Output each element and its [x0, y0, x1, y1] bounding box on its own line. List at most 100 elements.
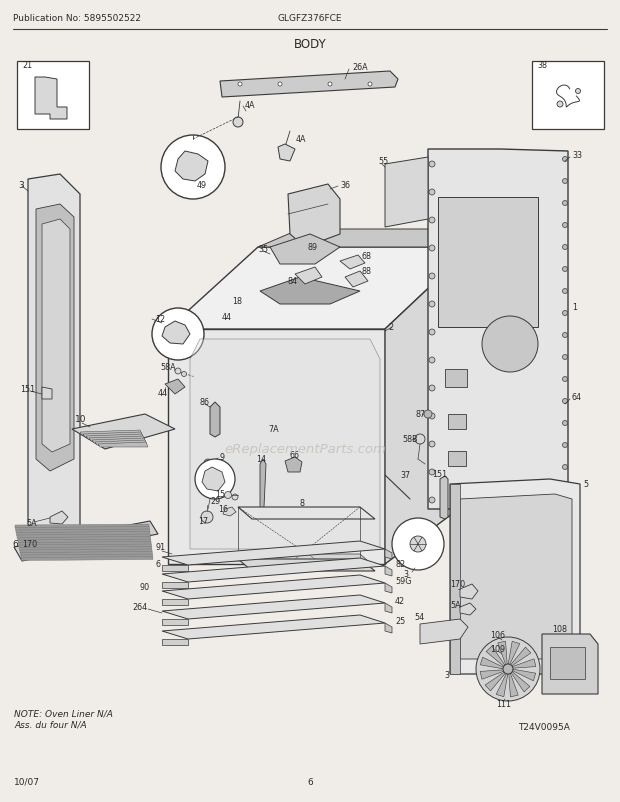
Polygon shape	[385, 248, 472, 565]
Text: Publication No: 5895502522: Publication No: 5895502522	[13, 14, 141, 23]
Text: 1: 1	[572, 303, 577, 312]
Circle shape	[429, 245, 435, 252]
Text: 44: 44	[158, 389, 168, 398]
Polygon shape	[512, 669, 536, 681]
Bar	[448, 452, 466, 467]
Circle shape	[562, 333, 567, 338]
Text: 35: 35	[258, 245, 268, 254]
Circle shape	[562, 421, 567, 426]
Polygon shape	[258, 229, 472, 248]
Polygon shape	[260, 277, 360, 305]
Polygon shape	[480, 658, 504, 669]
Polygon shape	[450, 484, 460, 674]
Polygon shape	[22, 557, 153, 561]
Text: 64: 64	[572, 393, 582, 402]
Polygon shape	[223, 508, 236, 516]
Text: 12: 12	[155, 315, 165, 324]
Text: 86: 86	[200, 398, 210, 407]
Polygon shape	[485, 672, 506, 691]
Text: 29: 29	[210, 497, 220, 506]
Text: 6: 6	[307, 777, 313, 786]
Circle shape	[429, 190, 435, 196]
Polygon shape	[385, 549, 392, 559]
Polygon shape	[28, 175, 80, 545]
Text: 4A: 4A	[296, 136, 306, 144]
Polygon shape	[238, 559, 375, 571]
Polygon shape	[220, 72, 398, 98]
Text: 111: 111	[496, 699, 511, 709]
Text: 44: 44	[222, 313, 232, 322]
Polygon shape	[260, 460, 266, 509]
Text: 10: 10	[75, 415, 87, 424]
Polygon shape	[16, 527, 149, 531]
Polygon shape	[480, 670, 505, 679]
Text: 108: 108	[552, 625, 567, 634]
Polygon shape	[162, 599, 188, 606]
Polygon shape	[428, 150, 568, 509]
Polygon shape	[168, 330, 385, 565]
Circle shape	[562, 465, 567, 470]
Circle shape	[429, 441, 435, 448]
Circle shape	[562, 487, 567, 492]
Polygon shape	[496, 673, 508, 697]
Text: 17: 17	[198, 516, 208, 526]
Polygon shape	[162, 558, 385, 582]
Text: 151: 151	[20, 385, 35, 394]
Text: 170: 170	[22, 540, 37, 549]
Polygon shape	[498, 642, 507, 666]
Circle shape	[182, 372, 187, 377]
Circle shape	[575, 89, 580, 95]
Polygon shape	[285, 457, 302, 472]
Text: 5: 5	[583, 480, 588, 489]
Bar	[532, 62, 604, 130]
Polygon shape	[340, 256, 365, 269]
Text: 3: 3	[403, 569, 408, 579]
Polygon shape	[288, 184, 340, 248]
Text: 84: 84	[288, 277, 298, 286]
Circle shape	[562, 290, 567, 294]
Polygon shape	[295, 268, 322, 285]
Polygon shape	[162, 639, 188, 645]
Polygon shape	[83, 432, 143, 437]
Polygon shape	[19, 542, 151, 546]
Circle shape	[429, 162, 435, 168]
Circle shape	[368, 83, 372, 87]
Bar	[448, 415, 466, 429]
Polygon shape	[20, 552, 153, 556]
Polygon shape	[162, 541, 385, 565]
Circle shape	[562, 223, 567, 229]
Circle shape	[429, 414, 435, 419]
Polygon shape	[210, 403, 220, 437]
Polygon shape	[162, 322, 190, 345]
Circle shape	[429, 217, 435, 224]
Text: 88: 88	[362, 267, 372, 276]
Text: 8: 8	[300, 499, 305, 508]
Polygon shape	[270, 235, 340, 265]
Text: eReplacementParts.com: eReplacementParts.com	[224, 443, 386, 456]
Circle shape	[238, 83, 242, 87]
Circle shape	[562, 355, 567, 360]
Circle shape	[429, 469, 435, 476]
Polygon shape	[190, 339, 380, 549]
Polygon shape	[89, 436, 145, 441]
Text: 90: 90	[140, 583, 150, 592]
Polygon shape	[162, 565, 188, 571]
Circle shape	[161, 136, 225, 200]
Text: 264: 264	[132, 603, 147, 612]
Polygon shape	[460, 494, 572, 659]
Circle shape	[503, 664, 513, 674]
Polygon shape	[238, 508, 375, 520]
Polygon shape	[42, 387, 52, 399]
Circle shape	[476, 638, 540, 701]
Circle shape	[429, 302, 435, 308]
Polygon shape	[508, 642, 520, 666]
Circle shape	[328, 83, 332, 87]
Polygon shape	[17, 532, 150, 536]
Text: 106: 106	[490, 630, 505, 640]
Polygon shape	[440, 476, 448, 520]
Polygon shape	[385, 566, 392, 577]
Text: 91: 91	[155, 543, 165, 552]
Text: 10/07: 10/07	[14, 777, 40, 786]
Circle shape	[482, 317, 538, 373]
Circle shape	[415, 435, 425, 444]
